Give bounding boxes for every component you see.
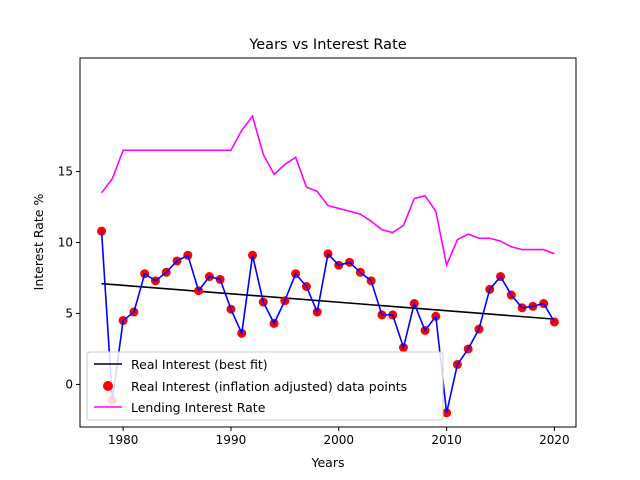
y-axis-label: Interest Rate % [31, 194, 46, 291]
y-tick-label: 0 [65, 377, 73, 391]
legend-swatch-data-points [103, 381, 113, 391]
x-tick-label: 2000 [324, 433, 355, 447]
series-line-lending-rate [100, 114, 555, 268]
series-line-best-fit [101, 282, 555, 320]
x-tick-label: 2020 [539, 433, 570, 447]
x-axis-label: Years [311, 455, 345, 470]
x-tick-label: 2010 [431, 433, 462, 447]
y-tick-label: 15 [58, 165, 73, 179]
legend: Real Interest (best fit) Real Interest (… [86, 351, 444, 421]
series-line-real-interest [100, 231, 556, 413]
legend-label-best-fit: Real Interest (best fit) [131, 357, 268, 372]
legend-label-lending-rate: Lending Interest Rate [131, 400, 266, 415]
y-axis: 0 5 10 15 [58, 165, 80, 391]
x-tick-label: 1980 [108, 433, 139, 447]
legend-box [86, 351, 444, 421]
y-tick-label: 10 [58, 236, 73, 250]
legend-label-data-points: Real Interest (inflation adjusted) data … [131, 379, 407, 394]
chart-title: Years vs Interest Rate [248, 37, 406, 53]
x-tick-label: 1990 [216, 433, 247, 447]
x-axis: 1980 1990 2000 2010 2020 [108, 427, 570, 447]
y-tick-label: 5 [65, 306, 73, 320]
